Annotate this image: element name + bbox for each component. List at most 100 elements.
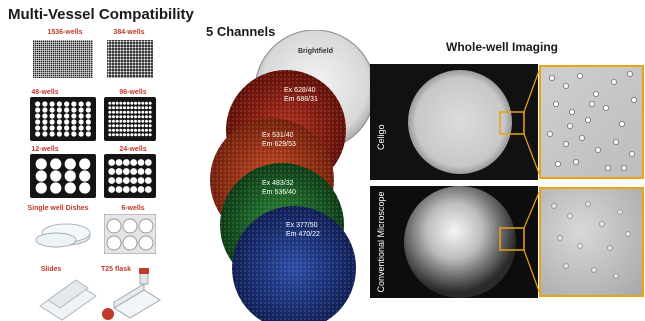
well [42, 113, 48, 119]
single-well-dish-image [35, 223, 91, 248]
well [123, 119, 126, 123]
well [115, 168, 123, 175]
well [126, 124, 130, 128]
well [130, 101, 134, 105]
well [130, 110, 134, 114]
well [119, 115, 123, 119]
well [130, 133, 134, 137]
well [148, 101, 152, 105]
well [112, 115, 115, 119]
well [71, 125, 77, 131]
well [148, 115, 152, 119]
well [144, 186, 152, 193]
well [56, 125, 62, 131]
conventional-zoom-panel [539, 187, 644, 297]
well [56, 107, 62, 113]
well [108, 133, 112, 137]
well [148, 128, 152, 132]
blue-channel-label: Ex 377/50 Em 470/22 [286, 221, 320, 239]
well [137, 124, 141, 128]
conventional-whole-well-image [370, 186, 644, 298]
label-384-wells: 384-wells [113, 29, 145, 36]
well [123, 115, 126, 119]
well [112, 106, 115, 110]
well [35, 119, 41, 125]
well [71, 101, 77, 107]
well [126, 115, 130, 119]
well [49, 131, 55, 137]
well [35, 170, 47, 182]
well [79, 158, 91, 170]
well [123, 110, 126, 114]
well [112, 124, 115, 128]
slides-image [39, 279, 97, 321]
well [115, 110, 119, 114]
red-channel-label: Ex 628/40 Em 688/31 [284, 86, 318, 104]
well [123, 124, 126, 128]
well [108, 128, 112, 132]
well [115, 177, 123, 184]
well [115, 186, 123, 193]
well [141, 101, 145, 105]
well [85, 101, 91, 107]
well [49, 125, 55, 131]
well [108, 101, 112, 105]
well [119, 101, 123, 105]
well [126, 106, 130, 110]
well [123, 101, 126, 105]
label-slides: Slides [40, 266, 62, 273]
label-6-wells: 6-wells [121, 205, 145, 212]
well [123, 133, 126, 137]
channel-stack [210, 30, 375, 321]
well [108, 168, 116, 175]
well [56, 119, 62, 125]
celigo-zoom-panel [539, 65, 644, 179]
well [126, 133, 130, 137]
celigo-zoom-region [499, 111, 525, 135]
green-ex: Ex 483/32 [262, 180, 294, 187]
well [145, 124, 148, 128]
well [112, 133, 115, 137]
well [108, 106, 112, 110]
well [137, 101, 141, 105]
well [130, 106, 134, 110]
well [141, 115, 145, 119]
well [42, 107, 48, 113]
well [42, 125, 48, 131]
well [119, 110, 123, 114]
well [42, 101, 48, 107]
well [130, 119, 134, 123]
well [79, 182, 91, 194]
plate-1536-wells [30, 37, 96, 81]
well [56, 113, 62, 119]
well [85, 107, 91, 113]
well [137, 133, 141, 137]
well [115, 133, 119, 137]
well [130, 168, 138, 175]
well [122, 159, 130, 166]
well [71, 113, 77, 119]
well [134, 124, 137, 128]
well [126, 101, 130, 105]
label-12-wells: 12-wells [31, 146, 59, 153]
whole-well-title: Whole-well Imaging [446, 40, 559, 54]
well [137, 128, 141, 132]
well [141, 124, 145, 128]
green-em: Em 536/40 [262, 189, 296, 196]
well [64, 119, 70, 125]
orange-em: Em 629/53 [262, 141, 296, 148]
red-em: Em 688/31 [284, 96, 318, 103]
label-1536-wells: 1536-wells [47, 29, 83, 36]
label-t25-flask: T25 flask [101, 266, 131, 273]
blue-em: Em 470/22 [286, 231, 320, 238]
well [145, 101, 148, 105]
well [134, 101, 137, 105]
well [42, 119, 48, 125]
well [115, 101, 119, 105]
well [148, 106, 152, 110]
well [49, 101, 55, 107]
plate-6-wells [104, 214, 156, 254]
well [137, 159, 145, 166]
well [64, 125, 70, 131]
well [137, 119, 141, 123]
